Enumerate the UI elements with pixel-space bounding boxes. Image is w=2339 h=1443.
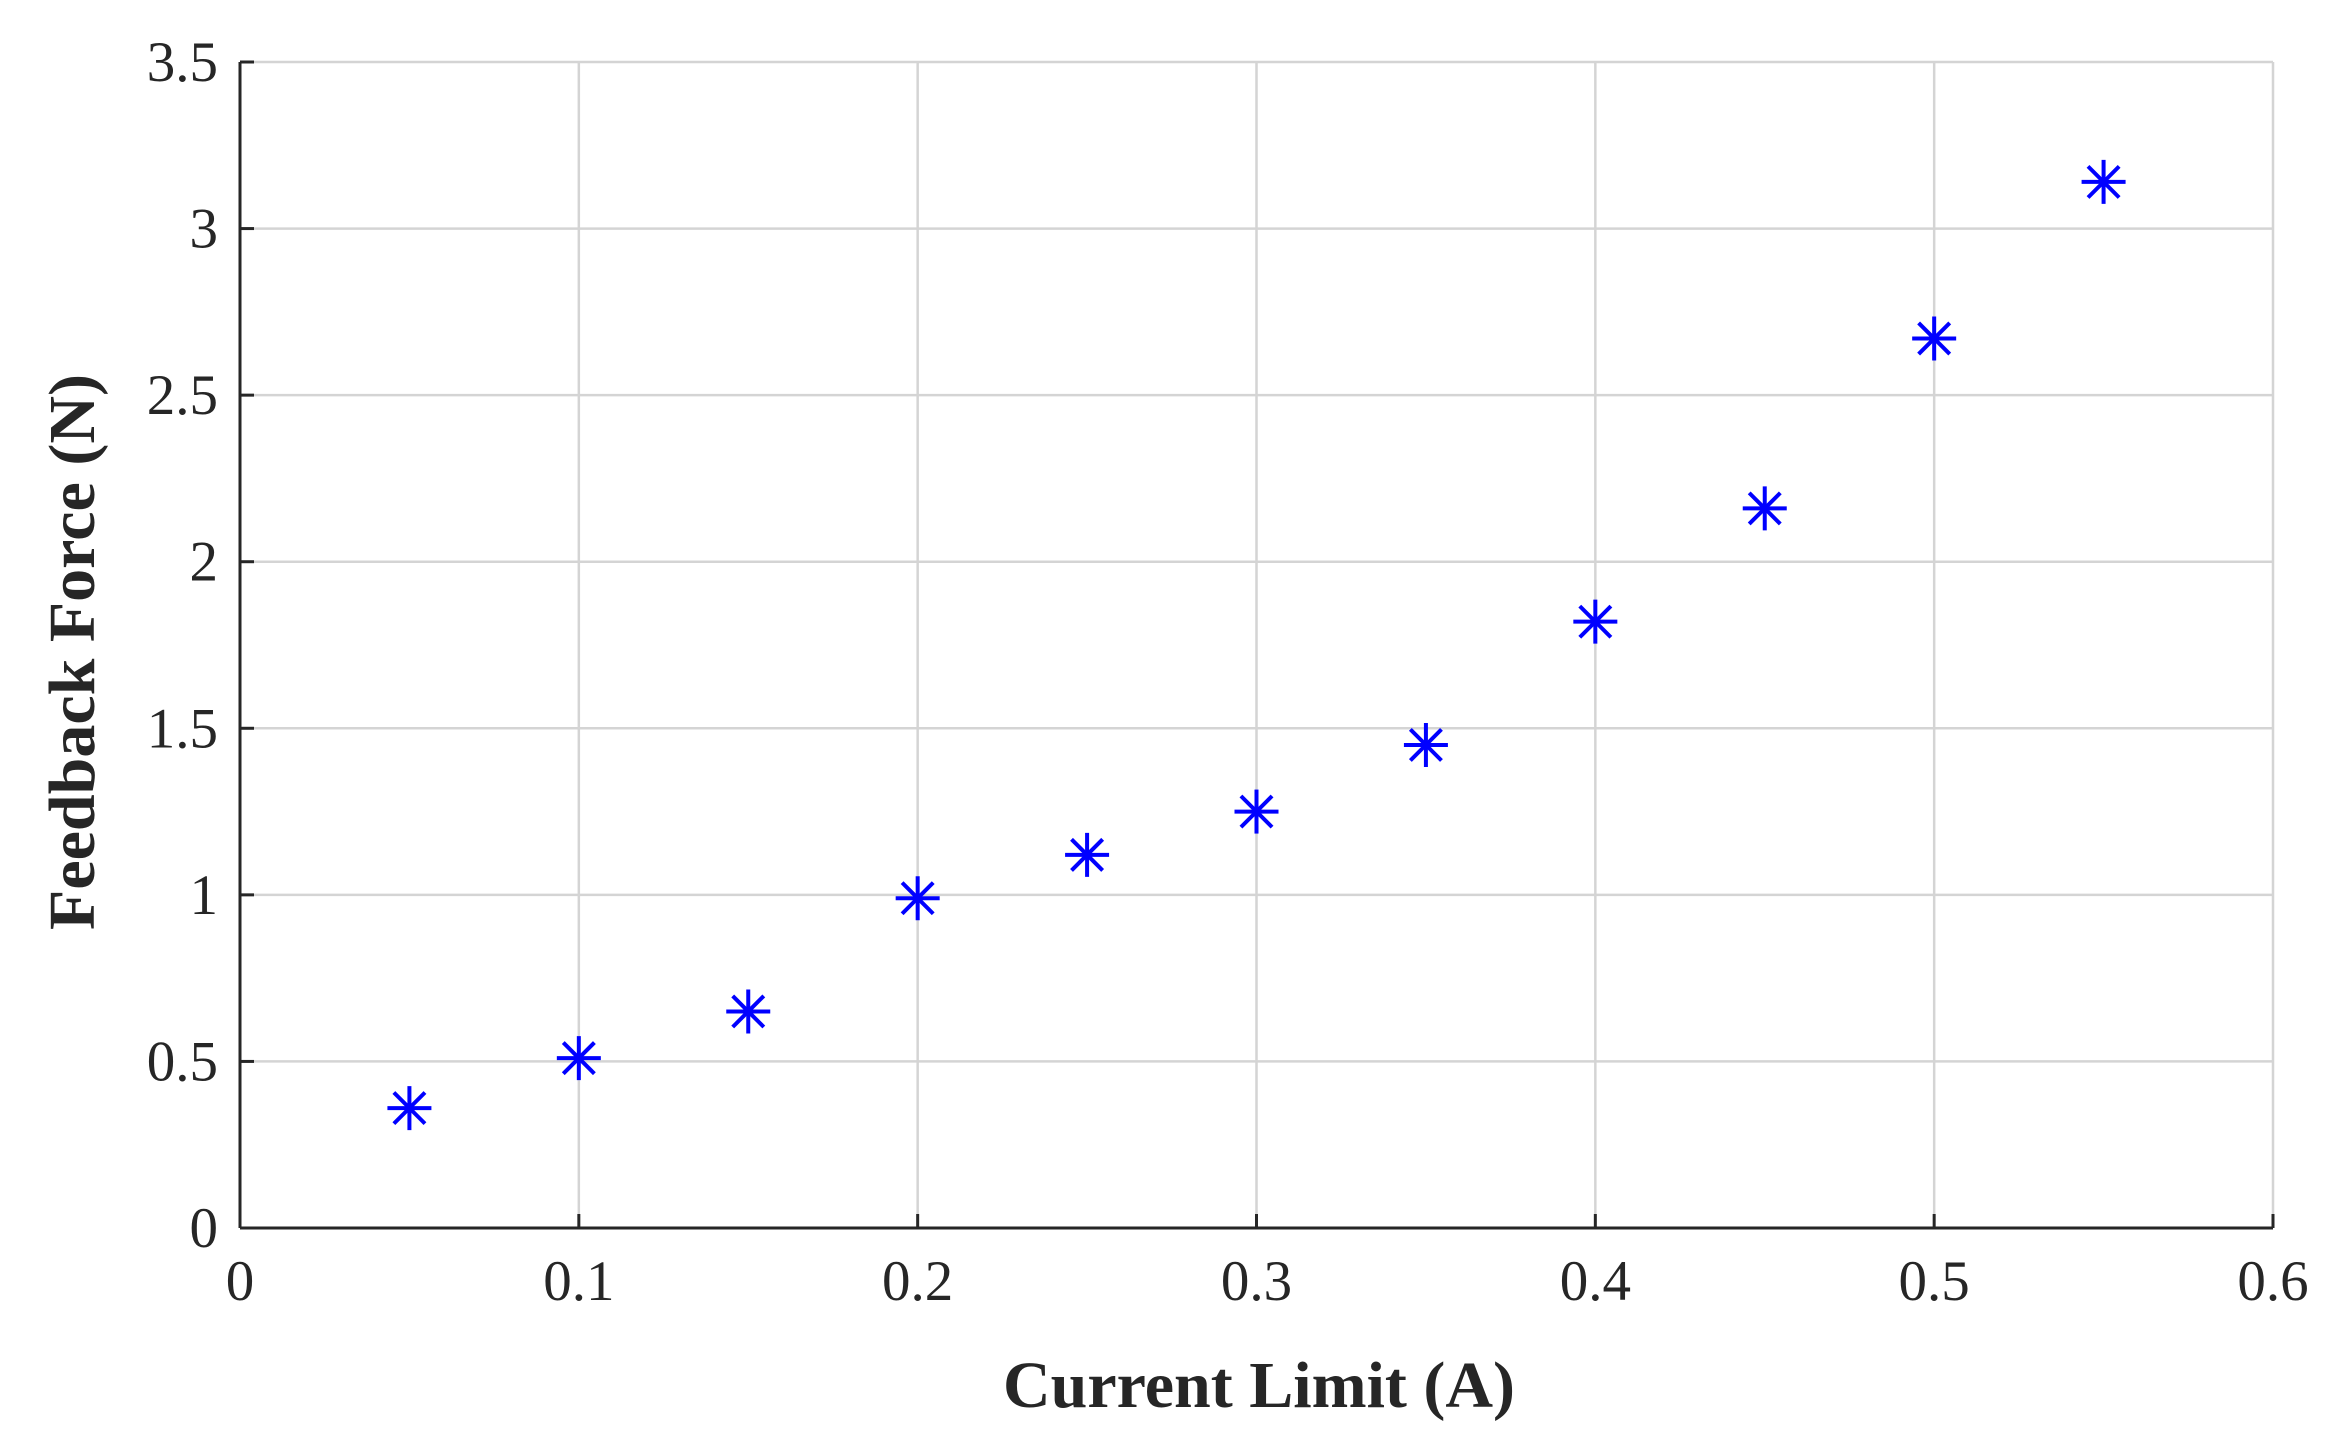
x-tick-label: 0.6	[2237, 1250, 2308, 1313]
x-tick-label: 0.4	[1560, 1250, 1631, 1313]
data-point	[1912, 316, 1957, 361]
data-point	[895, 876, 940, 921]
y-axis-label: Feedback Force (N)	[36, 374, 109, 930]
y-tick-label: 1	[190, 864, 219, 927]
data-point	[556, 1036, 601, 1081]
y-tick-label: 3	[190, 198, 219, 261]
data-point	[1742, 486, 1787, 531]
axes	[238, 60, 2275, 1230]
data-point	[1403, 722, 1448, 767]
x-tick-label: 0	[226, 1250, 255, 1313]
x-tick-label: 0.5	[1899, 1250, 1970, 1313]
y-tick-label: 3.5	[147, 31, 218, 94]
y-tick-label: 2	[190, 531, 219, 594]
data-point	[1234, 789, 1279, 834]
tick-labels: 0 0.1 0.2 0.3 0.4 0.5 0.6 0 0.5 1 1.5 2 2.5 3 3.5	[147, 31, 2309, 1313]
x-axis-label: Current Limit (A)	[1003, 1349, 1515, 1422]
x-tick-label: 0.3	[1221, 1250, 1292, 1313]
y-tick-label: 2.5	[147, 364, 218, 427]
data-point	[2081, 159, 2126, 204]
x-tick-label: 0.2	[882, 1250, 953, 1313]
data-point	[1573, 599, 1618, 644]
grid	[238, 60, 2275, 1230]
y-tick-label: 0	[190, 1197, 219, 1260]
data-point	[1065, 832, 1110, 877]
data-points	[387, 159, 2126, 1131]
data-point	[726, 989, 771, 1034]
y-tick-label: 0.5	[147, 1030, 218, 1093]
x-tick-label: 0.1	[543, 1250, 614, 1313]
data-point	[387, 1086, 432, 1131]
y-tick-label: 1.5	[147, 697, 218, 760]
